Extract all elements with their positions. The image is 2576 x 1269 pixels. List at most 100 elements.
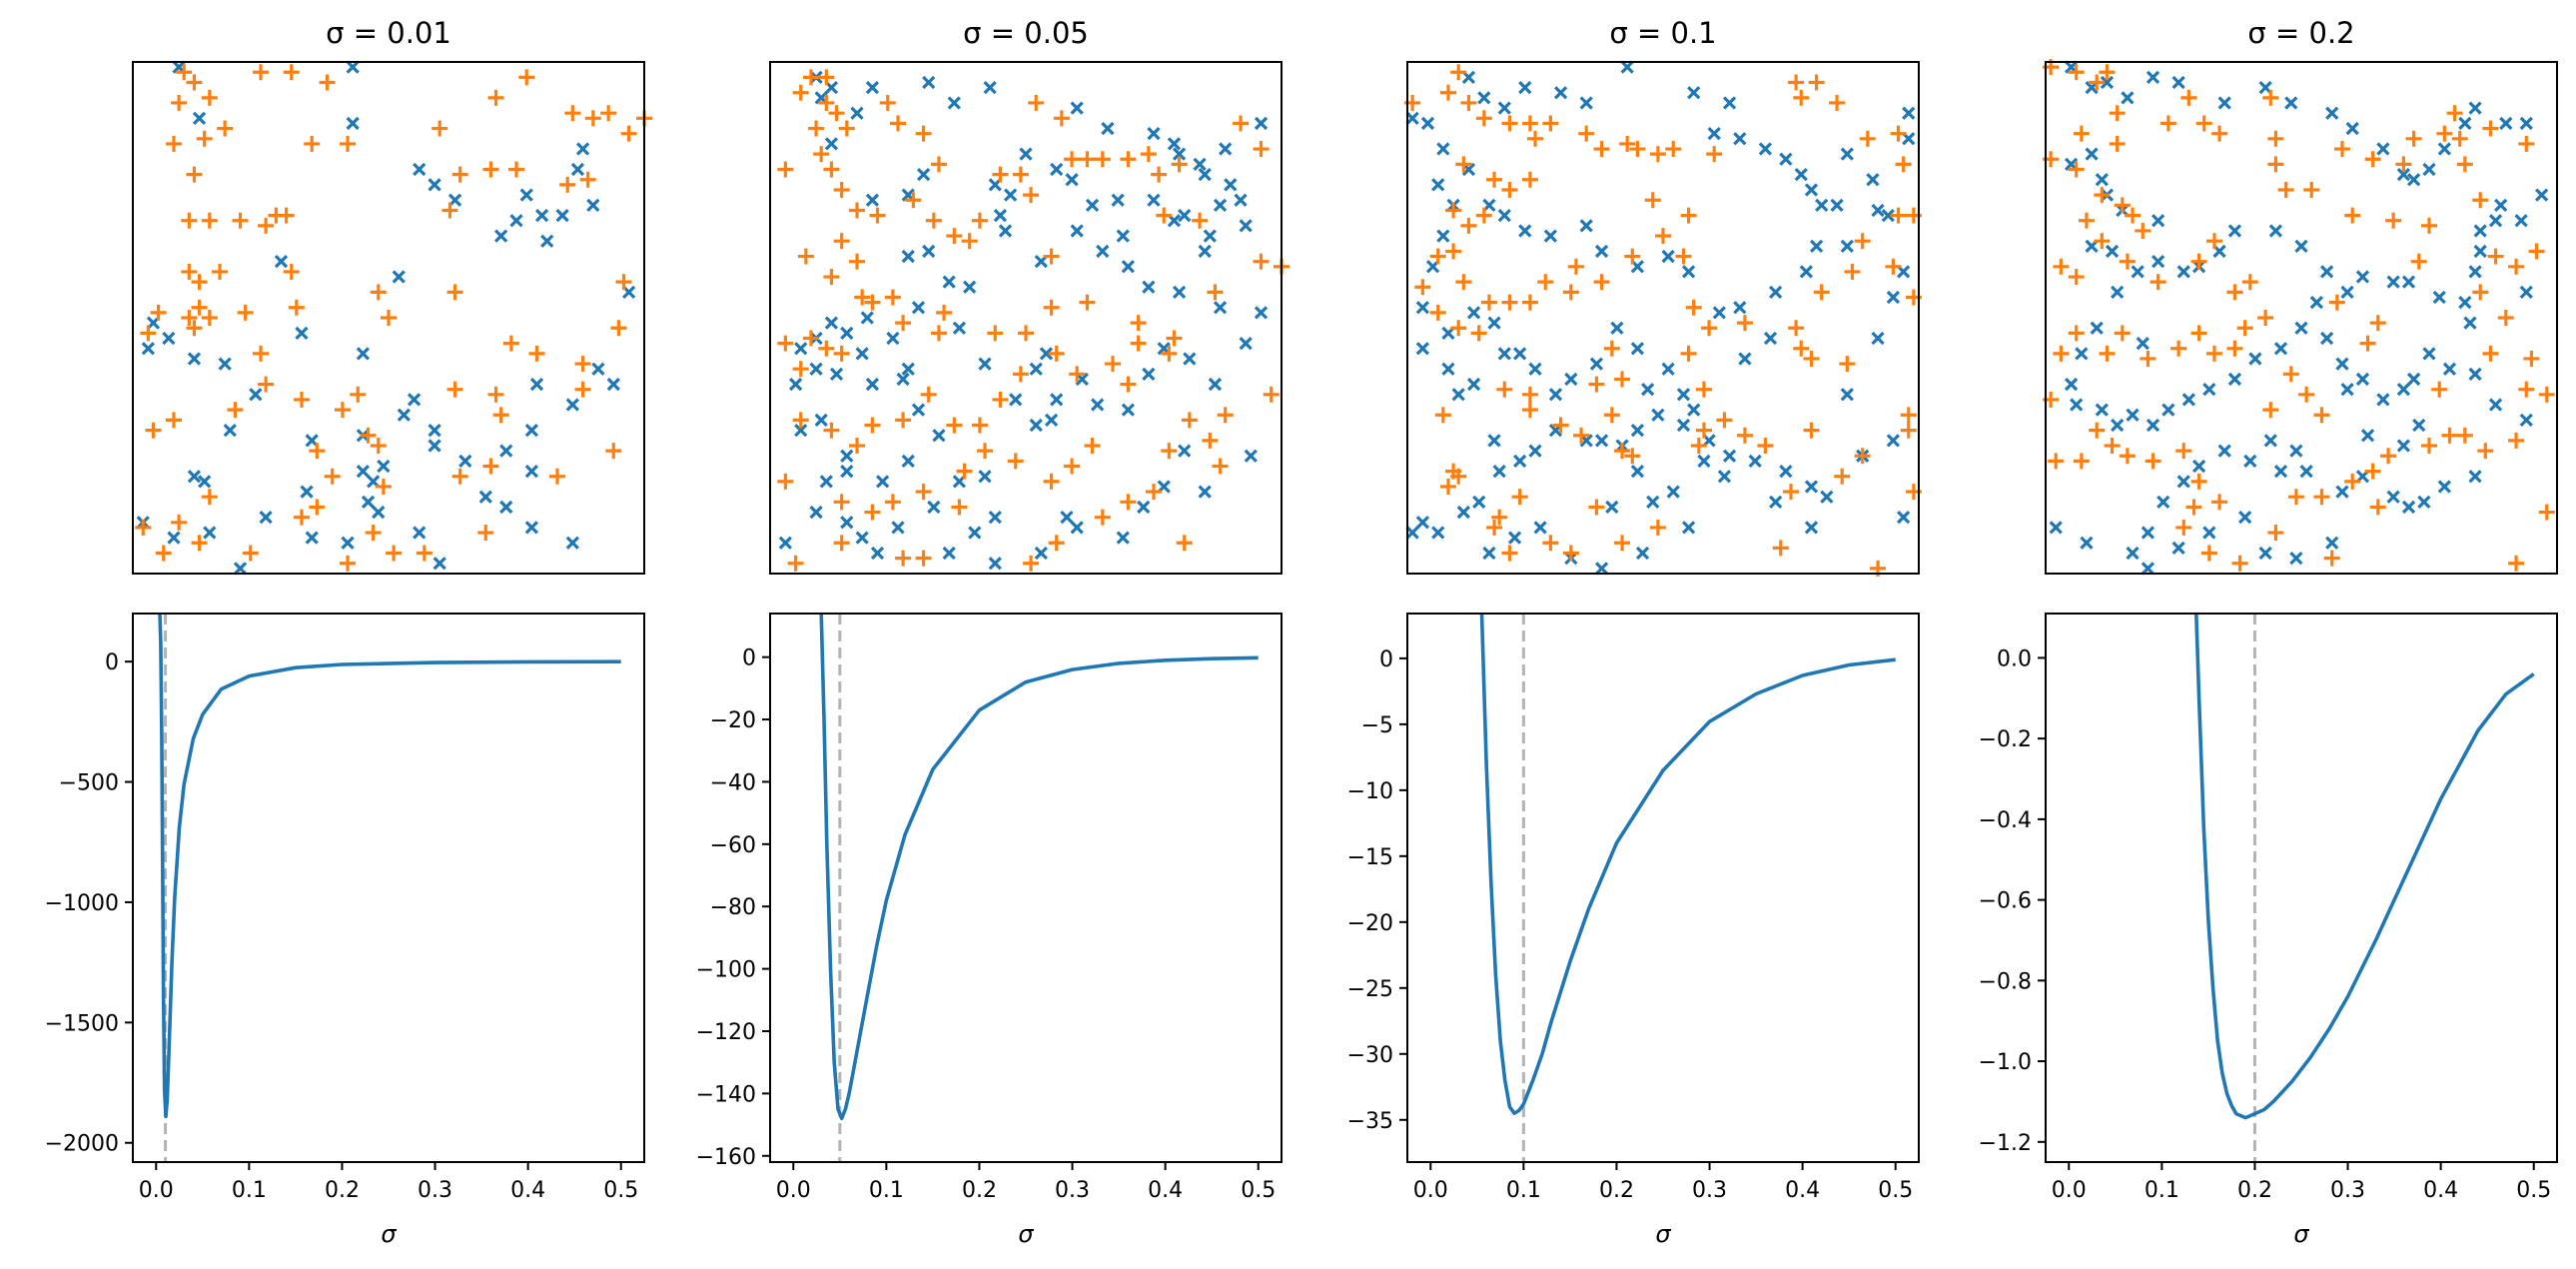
plus-marker bbox=[1455, 156, 1472, 173]
plus-marker bbox=[1146, 484, 1162, 501]
x-marker bbox=[407, 393, 422, 407]
x-marker bbox=[2263, 434, 2277, 448]
plus-marker bbox=[2078, 212, 2095, 229]
plus-marker bbox=[787, 555, 804, 572]
plus-marker bbox=[2190, 473, 2207, 490]
x-marker bbox=[993, 208, 1008, 223]
y-tick-label: −0.4 bbox=[1979, 808, 2032, 833]
plus-marker bbox=[2303, 182, 2320, 198]
x-marker bbox=[1070, 101, 1084, 115]
x-marker bbox=[1779, 464, 1793, 479]
x-marker bbox=[2535, 188, 2549, 202]
x-marker bbox=[1579, 96, 1593, 110]
x-marker bbox=[809, 362, 823, 376]
x-marker bbox=[2519, 116, 2533, 131]
plus-marker bbox=[171, 514, 188, 531]
x-marker bbox=[2325, 106, 2339, 120]
x-marker bbox=[2468, 101, 2482, 115]
plus-marker bbox=[2053, 258, 2070, 275]
x-marker bbox=[1722, 96, 1737, 110]
plus-marker bbox=[1736, 427, 1753, 444]
plus-marker bbox=[1562, 284, 1579, 301]
plus-marker bbox=[610, 320, 627, 337]
x-marker bbox=[1203, 229, 1217, 243]
x-marker bbox=[524, 521, 538, 535]
x-marker bbox=[1518, 224, 1532, 238]
x-marker bbox=[428, 178, 441, 192]
y-tick-label: −0.2 bbox=[1979, 727, 2032, 752]
x-marker bbox=[1208, 377, 1223, 392]
plus-marker bbox=[2119, 448, 2136, 465]
plus-marker bbox=[1629, 141, 1646, 158]
plus-marker bbox=[2359, 335, 2376, 352]
x-marker bbox=[1060, 511, 1074, 525]
x-marker bbox=[428, 439, 441, 453]
plus-marker bbox=[1885, 258, 1902, 275]
x-marker bbox=[356, 464, 371, 479]
x-marker bbox=[519, 188, 533, 202]
plus-marker bbox=[849, 253, 866, 270]
plus-marker bbox=[2053, 345, 2070, 362]
plus-marker bbox=[1624, 248, 1641, 265]
plus-marker bbox=[1470, 325, 1487, 342]
x-tick-label: 0.2 bbox=[1599, 1178, 1634, 1203]
x-marker bbox=[942, 275, 956, 289]
plus-marker bbox=[2190, 253, 2207, 270]
x-marker bbox=[2458, 116, 2472, 131]
x-marker bbox=[2473, 224, 2487, 238]
scatter-panel-1: σ = 0.05 bbox=[769, 16, 1289, 575]
x-marker bbox=[840, 326, 854, 340]
plus-marker bbox=[1094, 151, 1111, 168]
x-marker bbox=[1681, 265, 1696, 279]
line-xlabel-2: σ bbox=[1655, 1220, 1671, 1248]
plus-marker bbox=[854, 289, 871, 306]
plus-marker bbox=[2487, 248, 2504, 265]
x-marker bbox=[2141, 562, 2155, 576]
x-marker bbox=[2514, 214, 2528, 228]
plus-marker bbox=[1480, 294, 1497, 311]
plus-marker bbox=[2405, 130, 2422, 147]
x-marker bbox=[932, 429, 946, 443]
x-marker bbox=[1482, 546, 1496, 561]
x-marker bbox=[2340, 285, 2354, 300]
x-marker bbox=[1234, 193, 1248, 207]
plus-marker bbox=[2421, 217, 2437, 234]
plus-marker bbox=[1562, 545, 1579, 562]
y-tick-label: −160 bbox=[696, 1145, 756, 1170]
x-tick-label: 0.4 bbox=[1148, 1178, 1183, 1203]
plus-marker bbox=[1521, 386, 1538, 403]
x-marker bbox=[1096, 244, 1110, 259]
x-marker bbox=[1497, 208, 1511, 223]
plus-marker bbox=[792, 361, 809, 378]
plus-marker bbox=[2257, 310, 2274, 326]
x-marker bbox=[891, 521, 905, 535]
plus-marker bbox=[792, 412, 809, 429]
plus-marker bbox=[1439, 478, 1456, 495]
x-marker bbox=[1436, 142, 1450, 156]
plus-marker bbox=[961, 233, 978, 250]
plus-marker bbox=[1854, 448, 1871, 465]
x-marker bbox=[840, 464, 854, 479]
x-marker bbox=[1794, 168, 1808, 182]
x-marker bbox=[2422, 162, 2436, 177]
plus-marker bbox=[508, 161, 524, 178]
plus-marker bbox=[135, 519, 152, 536]
x-marker bbox=[2468, 470, 2482, 484]
x-marker bbox=[2417, 495, 2431, 509]
x-marker bbox=[2064, 377, 2079, 392]
y-tick-label: −1.2 bbox=[1979, 1131, 2032, 1156]
x-marker bbox=[274, 255, 289, 269]
plus-marker bbox=[370, 438, 387, 454]
plus-marker bbox=[2508, 258, 2525, 275]
x-marker bbox=[2111, 285, 2125, 300]
plus-marker bbox=[2114, 325, 2131, 342]
scatter-frame-0 bbox=[132, 61, 645, 575]
x-marker bbox=[218, 357, 232, 371]
plus-marker bbox=[2344, 207, 2361, 224]
plus-marker bbox=[1130, 315, 1147, 332]
plus-marker bbox=[258, 376, 275, 393]
plus-marker bbox=[1253, 253, 1270, 270]
x-marker bbox=[187, 352, 202, 366]
x-marker bbox=[2294, 321, 2308, 335]
x-tick-label: 0.1 bbox=[232, 1178, 267, 1203]
